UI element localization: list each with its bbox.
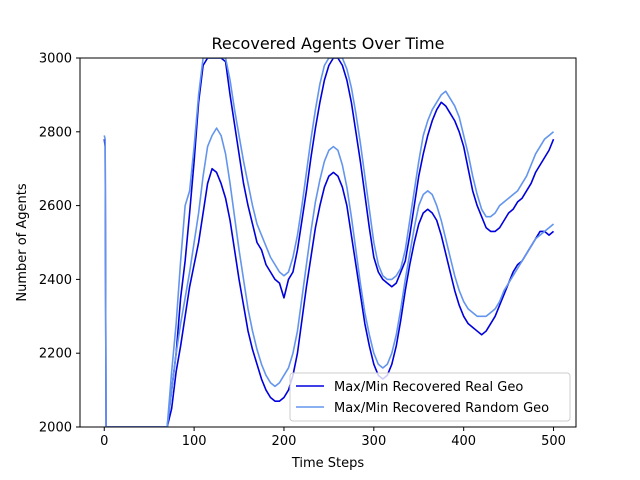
x-tick-label: 400 [451,434,476,449]
x-axis-label: Time Steps [291,456,365,471]
x-tick-label: 200 [272,434,297,449]
x-tick-label: 0 [100,434,108,449]
y-tick-label: 2800 [39,125,72,140]
y-tick-label: 2400 [39,273,72,288]
x-tick-label: 100 [182,434,207,449]
y-axis: 2000 2200 2400 2600 2800 3000 [39,52,80,436]
y-axis-label: Number of Agents [15,183,30,301]
y-tick-label: 3000 [39,52,72,67]
series-real-geo-min-line [166,167,555,427]
legend: Max/Min Recovered Real Geo Max/Min Recov… [289,372,571,422]
x-axis: 0 100 200 300 400 500 [100,427,566,449]
legend-box [289,372,571,422]
series-real-geo-max-line [103,58,555,427]
x-tick-label: 500 [541,434,566,449]
y-tick-label: 2000 [39,421,72,436]
y-tick-label: 2200 [39,347,72,362]
series-random-geo-min-line [166,127,555,427]
legend-label-real-geo: Max/Min Recovered Real Geo [334,380,523,395]
series-random-geo-max-line [103,58,555,427]
plot-frame [79,57,577,428]
legend-label-random-geo: Max/Min Recovered Random Geo [334,401,549,416]
chart-title: Recovered Agents Over Time [212,34,445,53]
x-tick-label: 300 [361,434,386,449]
y-tick-label: 2600 [39,199,72,214]
plot-area [80,58,576,427]
series-layer [103,58,555,427]
